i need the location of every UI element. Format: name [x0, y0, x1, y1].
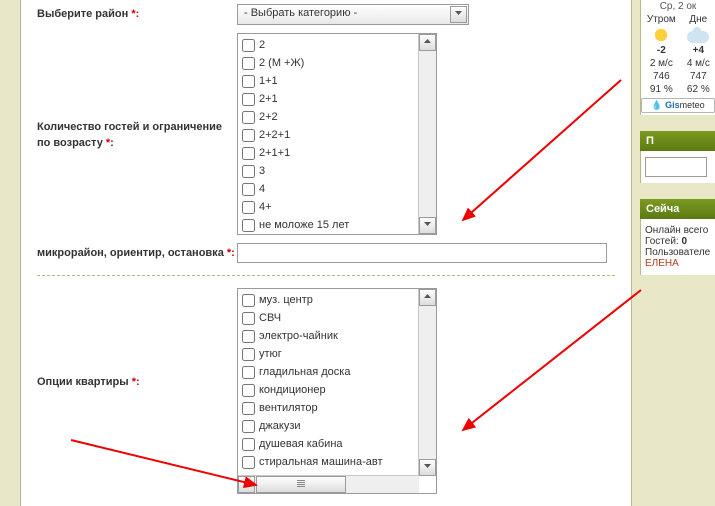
weather-wind-2: 4 м/с	[682, 57, 715, 70]
checkbox[interactable]	[242, 57, 255, 70]
weather-widget: Ср, 2 ок УтромДне -2+4 2 м/с4 м/с 746747…	[640, 0, 715, 115]
users-label: Пользователе	[645, 247, 711, 258]
list-item[interactable]: 4	[238, 180, 436, 198]
list-item[interactable]: кондиционер	[238, 381, 436, 399]
scroll-up-button[interactable]	[419, 289, 436, 306]
district-select-value: - Выбрать категорию -	[244, 7, 357, 19]
online-total-label: Онлайн всего	[645, 225, 711, 236]
list-item[interactable]: 2+1	[238, 90, 436, 108]
scroll-down-button[interactable]	[419, 459, 436, 476]
options-listbox[interactable]: муз. центрСВЧэлектро-чайникутюггладильна…	[237, 288, 437, 494]
required-star: *:	[227, 247, 235, 259]
required-star: *:	[106, 137, 114, 149]
scroll-down-button[interactable]	[419, 217, 436, 234]
divider	[37, 275, 615, 276]
list-item[interactable]: 2	[238, 36, 436, 54]
gismeteo-badge[interactable]: 💧 Gismeteo	[641, 98, 715, 113]
microdistrict-input[interactable]	[237, 243, 607, 263]
weather-temp-2: +4	[682, 44, 715, 57]
checkbox[interactable]	[242, 165, 255, 178]
required-star: *:	[131, 8, 139, 20]
weather-temp-1: -2	[641, 44, 682, 57]
list-item[interactable]: гладильная доска	[238, 363, 436, 381]
weather-pressure-2: 747	[682, 70, 715, 83]
guests-listbox[interactable]: 22 (М +Ж)1+12+12+22+2+12+1+1344+не молож…	[237, 33, 437, 235]
list-item[interactable]: СВЧ	[238, 309, 436, 327]
weather-humidity-1: 91 %	[641, 83, 682, 96]
now-panel: Сейча Онлайн всего Гостей: 0 Пользовател…	[640, 199, 715, 275]
checkbox[interactable]	[242, 219, 255, 232]
list-item[interactable]: не моложе 15 лет	[238, 216, 436, 234]
options-label: Опции квартиры *:	[37, 288, 237, 390]
login-panel-header: П	[640, 131, 715, 151]
microdistrict-label: микрорайон, ориентир, остановка *:	[37, 243, 237, 261]
district-label: Выберите район *:	[37, 4, 237, 22]
weather-col-day: Дне	[682, 13, 715, 26]
checkbox[interactable]	[242, 420, 255, 433]
list-item[interactable]: 2+2	[238, 108, 436, 126]
checkbox[interactable]	[242, 384, 255, 397]
scrollbar-vertical[interactable]	[418, 34, 436, 234]
weather-col-morning: Утром	[641, 13, 682, 26]
checkbox[interactable]	[242, 402, 255, 415]
chevron-down-icon[interactable]	[450, 6, 467, 23]
user-link[interactable]: ЕЛЕНА	[645, 258, 679, 269]
checkbox[interactable]	[242, 111, 255, 124]
list-item[interactable]: муз. центр	[238, 291, 436, 309]
checkbox[interactable]	[242, 93, 255, 106]
weather-humidity-2: 62 %	[682, 83, 715, 96]
list-item[interactable]: 3	[238, 162, 436, 180]
scroll-up-button[interactable]	[419, 34, 436, 51]
checkbox[interactable]	[242, 330, 255, 343]
list-item[interactable]: стиральная машина-авт	[238, 453, 436, 471]
sun-icon	[650, 27, 672, 43]
guests-label: Количество гостей и ограничение по возра…	[37, 33, 237, 151]
list-item[interactable]: утюг	[238, 345, 436, 363]
list-item[interactable]: 2 (М +Ж)	[238, 54, 436, 72]
checkbox[interactable]	[242, 294, 255, 307]
list-item[interactable]: душевая кабина	[238, 435, 436, 453]
weather-date: Ср, 2 ок	[641, 0, 715, 13]
list-item[interactable]: 1+1	[238, 72, 436, 90]
now-panel-header: Сейча	[640, 199, 715, 219]
checkbox[interactable]	[242, 129, 255, 142]
list-item[interactable]: 4+	[238, 198, 436, 216]
list-item[interactable]: электро-чайник	[238, 327, 436, 345]
checkbox[interactable]	[242, 39, 255, 52]
checkbox[interactable]	[242, 456, 255, 469]
weather-wind-1: 2 м/с	[641, 57, 682, 70]
required-star: *:	[132, 376, 140, 388]
list-item[interactable]: 2+2+1	[238, 126, 436, 144]
district-select[interactable]: - Выбрать категорию -	[237, 4, 469, 25]
checkbox[interactable]	[242, 201, 255, 214]
cloud-icon	[687, 31, 709, 43]
checkbox[interactable]	[242, 366, 255, 379]
guests-count: Гостей: 0	[645, 236, 711, 247]
checkbox[interactable]	[242, 348, 255, 361]
list-item[interactable]: 2+1+1	[238, 144, 436, 162]
checkbox[interactable]	[242, 147, 255, 160]
login-panel: П	[640, 131, 715, 183]
checkbox[interactable]	[242, 312, 255, 325]
weather-pressure-1: 746	[641, 70, 682, 83]
scroll-right-button[interactable]	[238, 476, 255, 493]
list-item[interactable]: джакузи	[238, 417, 436, 435]
scrollbar-vertical[interactable]	[418, 289, 436, 476]
checkbox[interactable]	[242, 183, 255, 196]
login-input[interactable]	[645, 157, 707, 177]
scroll-thumb[interactable]	[256, 476, 346, 493]
checkbox[interactable]	[242, 75, 255, 88]
scrollbar-horizontal[interactable]	[238, 475, 419, 493]
list-item[interactable]: вентилятор	[238, 399, 436, 417]
checkbox[interactable]	[242, 438, 255, 451]
